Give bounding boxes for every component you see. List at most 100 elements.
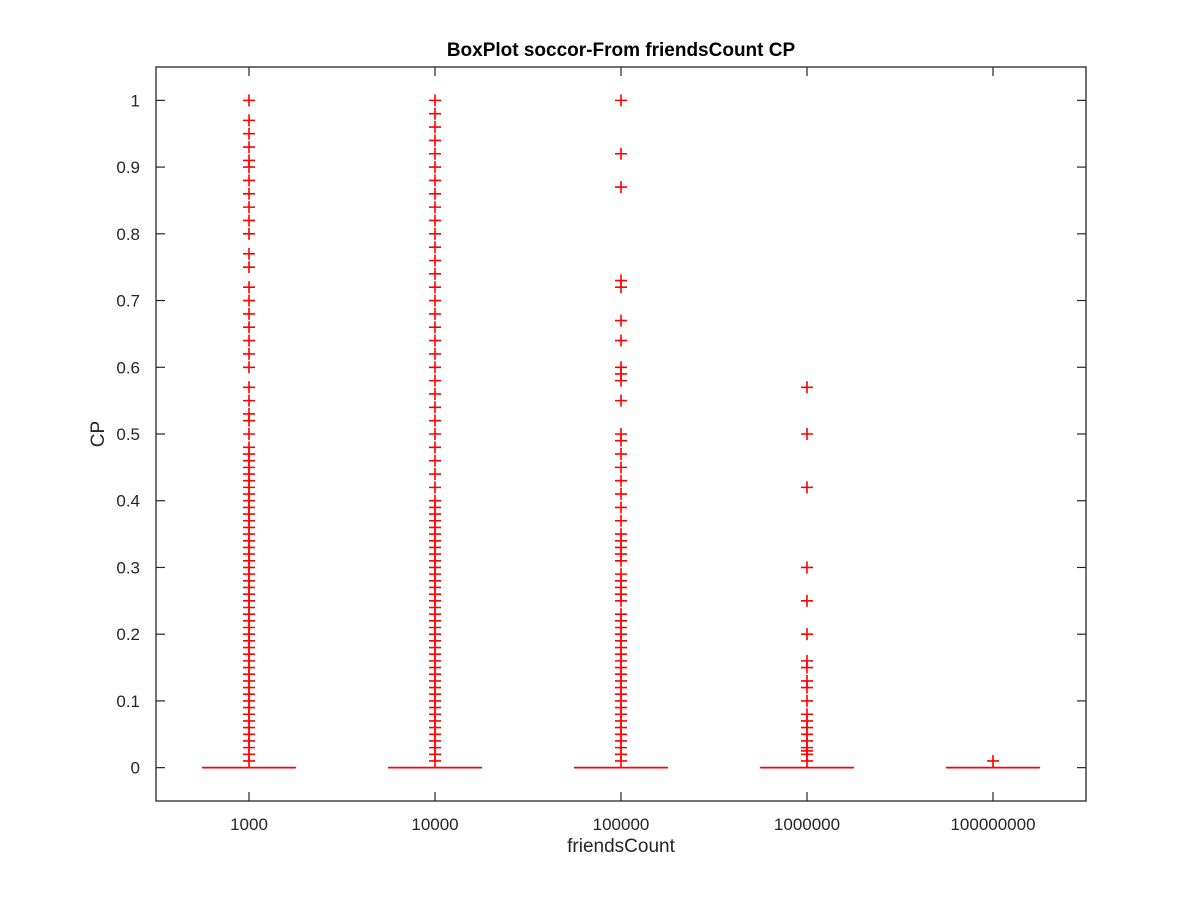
x-tick-label: 100000000 [950,815,1035,834]
outlier-marker [615,501,627,514]
outlier-marker [801,381,813,394]
outlier-marker [243,154,255,167]
y-tick-label: 0.7 [116,292,140,311]
x-tick-label: 10000 [411,815,458,834]
x-tick-label: 100000 [593,815,650,834]
outlier-marker [801,708,813,721]
outlier-marker [243,321,255,334]
outlier-marker [429,307,441,320]
outlier-marker [615,461,627,474]
y-tick-label: 1 [131,91,140,110]
outlier-marker [429,414,441,427]
outlier-marker [243,281,255,294]
y-tick-label: 0.8 [116,225,140,244]
outlier-marker [615,448,627,461]
outlier-marker [429,241,441,254]
outlier-marker [615,474,627,487]
outlier-marker [243,114,255,127]
outlier-marker [429,214,441,227]
outlier-marker [615,274,627,287]
outlier-marker [243,127,255,140]
outlier-marker [801,428,813,440]
y-tick-label: 0.1 [116,692,140,711]
outlier-marker [429,481,441,494]
outlier-marker [615,334,627,347]
outlier-marker [429,454,441,467]
outlier-marker [801,628,813,641]
outlier-marker [429,401,441,414]
outlier-marker [615,94,627,107]
outlier-marker [615,394,627,407]
box-group-10000 [387,94,483,769]
outlier-marker [429,121,441,134]
y-tick-label: 0.5 [116,425,140,444]
marks-layer [201,94,1041,769]
outlier-marker [429,468,441,481]
outlier-marker [429,187,441,200]
outlier-marker [429,201,441,214]
outlier-marker [243,201,255,214]
outlier-marker [429,361,441,374]
y-tick-label: 0.3 [116,558,140,577]
y-tick-label: 0.4 [116,492,140,511]
outlier-marker [429,321,441,334]
outlier-marker [615,147,627,160]
outlier-marker [243,381,255,394]
outlier-marker [243,247,255,260]
box-group-1000 [201,94,297,769]
outlier-marker [243,227,255,240]
outlier-marker [615,568,627,581]
outlier-marker [615,428,627,440]
outlier-marker [243,361,255,374]
outlier-marker [615,514,627,527]
outlier-marker [429,147,441,160]
y-tick-label: 0.2 [116,625,140,644]
outlier-marker [615,361,627,374]
outlier-marker [429,134,441,147]
y-tick-label: 0.6 [116,358,140,377]
outlier-marker [243,261,255,274]
outlier-marker [429,281,441,294]
y-tick-label: 0 [131,759,140,778]
x-tick-label: 1000 [230,815,268,834]
outlier-marker [243,174,255,187]
outlier-marker [243,428,255,440]
outlier-marker [429,428,441,440]
outlier-marker [615,488,627,501]
box-group-100000 [573,94,669,769]
outlier-marker [801,654,813,667]
box-group-1000000 [759,381,855,769]
outlier-marker [987,754,999,767]
y-tick-label: 0.9 [116,158,140,177]
outlier-marker [243,334,255,347]
plot-frame [155,66,1087,802]
outlier-marker [243,307,255,320]
outlier-marker [429,294,441,307]
x-tick-label: 1000000 [774,815,840,834]
outlier-marker [429,161,441,174]
outlier-marker [429,94,441,107]
outlier-marker [801,561,813,574]
outlier-marker [429,267,441,280]
outlier-marker [429,174,441,187]
outlier-marker [243,407,255,420]
outlier-marker [429,227,441,240]
x-axis-label: friendsCount [567,836,675,857]
outlier-marker [801,694,813,707]
outlier-marker [243,347,255,360]
outlier-marker [615,181,627,194]
outlier-marker [615,314,627,327]
outlier-marker [801,594,813,607]
y-axis-label: CP [88,421,109,447]
outlier-marker [429,107,441,120]
box-group-100000000 [945,754,1041,769]
outlier-marker [429,334,441,347]
outlier-marker [243,94,255,107]
outlier-marker [243,187,255,200]
outlier-marker [429,387,441,400]
outlier-marker [429,374,441,387]
outlier-marker [615,608,627,621]
outlier-marker [615,528,627,541]
